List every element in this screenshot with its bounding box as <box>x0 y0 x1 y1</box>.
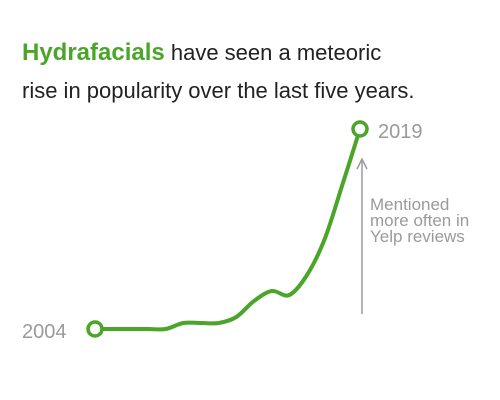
headline-text: have seen a meteoric rise in popularity … <box>22 40 415 103</box>
annotation-line-3: Yelp reviews <box>370 227 465 246</box>
annotation-arrow-head <box>356 157 368 170</box>
start-point-marker <box>86 320 104 338</box>
headline: Hydrafacials have seen a meteoric rise i… <box>22 34 422 110</box>
end-year-label: 2019 <box>378 121 423 143</box>
annotation-line-1: Mentioned <box>370 195 449 214</box>
trend-line <box>93 127 362 332</box>
annotation-line-2: more often in <box>370 211 469 230</box>
end-point-marker <box>351 120 369 138</box>
headline-highlight: Hydrafacials <box>22 39 165 66</box>
start-year-label: 2004 <box>22 321 67 343</box>
annotation-text: Mentioned more often in Yelp reviews <box>370 195 474 246</box>
